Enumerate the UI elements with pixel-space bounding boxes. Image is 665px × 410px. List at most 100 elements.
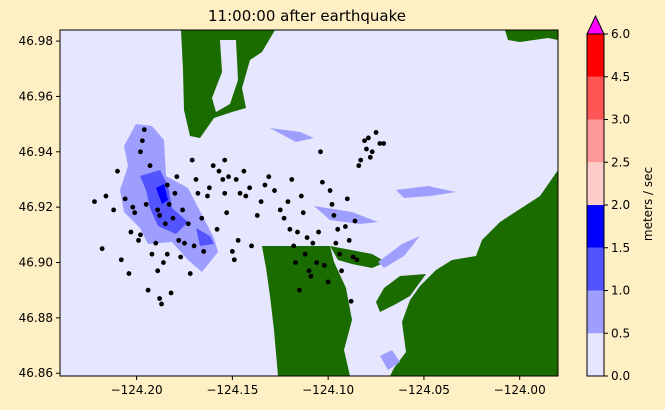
y-axis: 46.86 46.88 46.90 46.92 46.94 46.96 46.98 (19, 34, 60, 380)
gauge-point (291, 243, 297, 249)
land-east-mainland (390, 170, 558, 376)
gauge-point (205, 193, 210, 199)
gauge-point (243, 193, 249, 199)
gauge-point (130, 204, 136, 210)
speed-zone-strong-1 (156, 184, 168, 204)
gauge-point (185, 221, 191, 227)
gauge-point (149, 251, 155, 257)
colorbar-segment (587, 333, 604, 376)
gauge-point (331, 213, 337, 218)
gauge-point (289, 177, 295, 182)
land-east-coast (505, 30, 558, 42)
speed-zone-light-3 (314, 206, 378, 224)
gauge-point (333, 240, 339, 246)
gauge-point (277, 207, 283, 213)
gauge-point (195, 190, 201, 196)
gauge-point (298, 193, 304, 199)
gauge-point (141, 127, 147, 133)
gauge-point (153, 240, 159, 246)
gauge-point (258, 199, 264, 205)
gauge-point (132, 210, 138, 216)
gauge-point (166, 201, 172, 207)
gauge-point (139, 138, 145, 144)
gauge-point (224, 210, 230, 216)
gauge-point (320, 179, 325, 185)
gauge-point (302, 251, 308, 257)
gauge-point (308, 273, 314, 279)
gauge-point (157, 296, 163, 301)
gauge-point (344, 196, 350, 202)
gauge-point (293, 260, 298, 265)
gauge-point (352, 218, 358, 224)
gauge-point (138, 149, 143, 155)
gauge-point (254, 213, 260, 218)
gauge-point (174, 174, 180, 180)
gauge-point (229, 249, 235, 254)
colorbar-label: meters / sec (641, 167, 655, 241)
gauge-point (346, 237, 352, 243)
gauge-point (157, 213, 163, 218)
speed-zone-light-2 (378, 236, 420, 268)
land-south-spit (330, 246, 386, 268)
gauge-point (365, 135, 371, 141)
current-speed-contours (120, 124, 456, 370)
colorbar-tick-label: 0.5 (611, 326, 630, 340)
gauge-point (193, 177, 199, 182)
gauge-point (364, 146, 369, 152)
gauge-point (162, 221, 168, 227)
y-tick-label: 46.94 (19, 145, 53, 159)
speed-zone-light-6 (270, 128, 314, 142)
y-tick-label: 46.88 (19, 311, 53, 325)
colorbar-extend-arrow (586, 14, 605, 35)
colorbar-segment (587, 162, 604, 205)
gauge-point (318, 149, 323, 155)
colorbar-tick-label: 1.0 (611, 284, 630, 298)
gauge-point (145, 287, 151, 293)
tide-gauges (92, 127, 387, 307)
gauge-point (297, 287, 302, 293)
gauge-point (300, 210, 306, 216)
y-tick-label: 46.86 (19, 366, 53, 380)
gauge-point (272, 188, 277, 193)
gauge-point (199, 215, 205, 221)
x-tick-label: −124.05 (398, 383, 450, 397)
north-channel (212, 40, 238, 112)
gauge-point (381, 141, 387, 146)
gauge-point (172, 190, 178, 196)
gauge-point (99, 246, 105, 252)
colorbar-tick-label: 2.5 (611, 155, 630, 169)
colorbar-segment (587, 34, 604, 77)
gauge-point (329, 201, 335, 207)
gauge-point (103, 193, 109, 199)
colorbar-tick-label: 0.0 (611, 369, 630, 383)
gauge-point (222, 190, 228, 196)
gauge-point (350, 254, 356, 260)
gauge-point (249, 243, 254, 249)
colorbar-segment (587, 119, 604, 163)
gauge-point (161, 260, 166, 265)
x-tick-label: −124.15 (206, 383, 258, 397)
x-tick-label: −124.10 (302, 383, 354, 397)
gauge-point (295, 229, 300, 235)
gauge-point (147, 163, 153, 169)
gauge-point (367, 154, 373, 160)
gauge-point (220, 177, 226, 182)
gauge-point (354, 257, 360, 263)
colorbar-tick-label: 1.5 (611, 241, 630, 255)
chart-title: 11:00:00 after earthquake (208, 7, 406, 25)
gauge-point (178, 254, 184, 260)
colorbar: 0.0 0.5 1.0 1.5 2.0 2.5 3.0 4.5 6.0 (586, 14, 630, 383)
gauge-point (168, 290, 174, 296)
land-east-inlet (376, 274, 426, 312)
colorbar-segment (587, 76, 604, 120)
x-tick-label: −124.00 (494, 383, 546, 397)
gauge-point (262, 182, 268, 188)
gauge-point (266, 174, 272, 180)
gauge-point (325, 279, 331, 285)
gauge-point (327, 188, 333, 193)
gauge-point (281, 215, 287, 221)
colorbar-tick-label: 6.0 (611, 27, 630, 41)
gauge-point (122, 196, 128, 202)
gauge-point (335, 226, 341, 232)
